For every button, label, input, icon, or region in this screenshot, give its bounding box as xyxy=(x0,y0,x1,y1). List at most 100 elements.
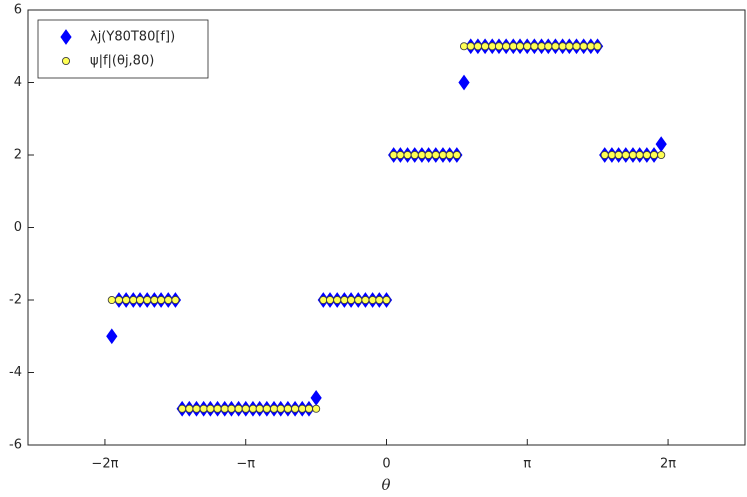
data-point xyxy=(431,150,440,160)
data-point xyxy=(192,404,201,413)
data-point xyxy=(481,42,490,51)
data-point xyxy=(361,295,370,305)
data-point xyxy=(291,404,300,413)
data-point xyxy=(459,42,469,51)
x-tick-label: 2π xyxy=(660,457,676,472)
data-point xyxy=(438,150,448,160)
data-point xyxy=(389,150,398,160)
data-point xyxy=(178,404,187,413)
data-point xyxy=(579,42,588,51)
data-point xyxy=(424,150,433,160)
data-point xyxy=(325,295,335,305)
data-point xyxy=(241,404,250,413)
data-point xyxy=(375,295,384,305)
data-point xyxy=(234,404,243,413)
data-point xyxy=(164,295,173,305)
data-point xyxy=(206,404,215,413)
data-point xyxy=(298,404,307,413)
data-point xyxy=(466,42,475,51)
data-point xyxy=(248,404,258,413)
data-point xyxy=(106,328,118,345)
data-point xyxy=(403,150,412,160)
data-point xyxy=(368,295,377,305)
y-tick-label: -6 xyxy=(9,438,22,453)
y-tick-label: 0 xyxy=(14,220,22,235)
data-point xyxy=(473,42,482,51)
data-point xyxy=(593,42,602,51)
data-point xyxy=(530,42,539,51)
data-point xyxy=(396,150,405,160)
x-axis-label: θ xyxy=(381,476,390,494)
data-point xyxy=(558,42,567,51)
data-point xyxy=(445,150,454,160)
data-point xyxy=(417,150,426,160)
data-point xyxy=(312,404,321,413)
data-point xyxy=(319,295,328,305)
data-point xyxy=(494,42,504,51)
data-point xyxy=(537,42,546,51)
data-point xyxy=(410,150,419,160)
data-point xyxy=(607,150,616,160)
data-point xyxy=(310,390,322,406)
y-tick-label: -4 xyxy=(9,365,22,380)
data-point xyxy=(262,404,271,413)
legend-marker xyxy=(60,29,72,45)
data-point xyxy=(586,42,595,51)
data-point xyxy=(354,295,363,305)
data-point xyxy=(340,295,349,305)
data-point xyxy=(150,295,159,305)
data-point xyxy=(185,404,194,413)
data-point xyxy=(458,74,470,91)
legend-marker xyxy=(61,56,71,66)
data-point xyxy=(213,404,222,413)
data-point xyxy=(122,295,131,305)
data-point xyxy=(635,150,644,160)
y-tick-label: 4 xyxy=(14,75,22,90)
data-point xyxy=(523,42,532,51)
x-tick-label: −π xyxy=(236,457,255,472)
y-tick-label: -2 xyxy=(9,293,22,308)
legend-label: λj(Y80T80[f]) xyxy=(90,30,175,45)
data-point xyxy=(255,404,264,413)
data-point xyxy=(114,295,124,305)
data-point xyxy=(157,295,166,305)
data-point xyxy=(614,150,623,160)
y-tick-label: 6 xyxy=(14,3,22,18)
data-point xyxy=(347,295,356,305)
data-point xyxy=(199,404,208,413)
data-point xyxy=(283,404,292,413)
data-point xyxy=(304,404,314,413)
data-point xyxy=(657,150,666,160)
data-point xyxy=(655,136,667,152)
data-point xyxy=(171,295,180,305)
data-point xyxy=(544,42,553,51)
data-point xyxy=(220,404,229,413)
data-point xyxy=(565,42,574,51)
data-point xyxy=(551,42,560,51)
data-point xyxy=(276,404,285,413)
data-point xyxy=(269,404,279,413)
x-tick-label: −2π xyxy=(91,457,118,472)
data-point xyxy=(135,295,145,305)
x-tick-label: 0 xyxy=(382,457,390,472)
data-point xyxy=(333,295,342,305)
data-point xyxy=(452,150,461,160)
data-point xyxy=(509,42,518,51)
x-tick-label: π xyxy=(523,457,531,472)
data-point xyxy=(572,42,581,51)
data-point xyxy=(143,295,152,305)
data-point xyxy=(621,150,630,160)
data-point xyxy=(129,295,138,305)
data-point xyxy=(642,150,651,160)
data-point xyxy=(382,295,391,305)
data-point xyxy=(107,295,116,305)
legend-label: ψ|f|(θj,80) xyxy=(90,54,154,69)
data-point xyxy=(488,42,497,51)
data-point xyxy=(227,404,236,413)
data-point xyxy=(515,42,525,51)
data-point xyxy=(502,42,511,51)
data-point xyxy=(628,150,638,160)
y-tick-label: 2 xyxy=(14,148,22,163)
data-point xyxy=(600,150,609,160)
